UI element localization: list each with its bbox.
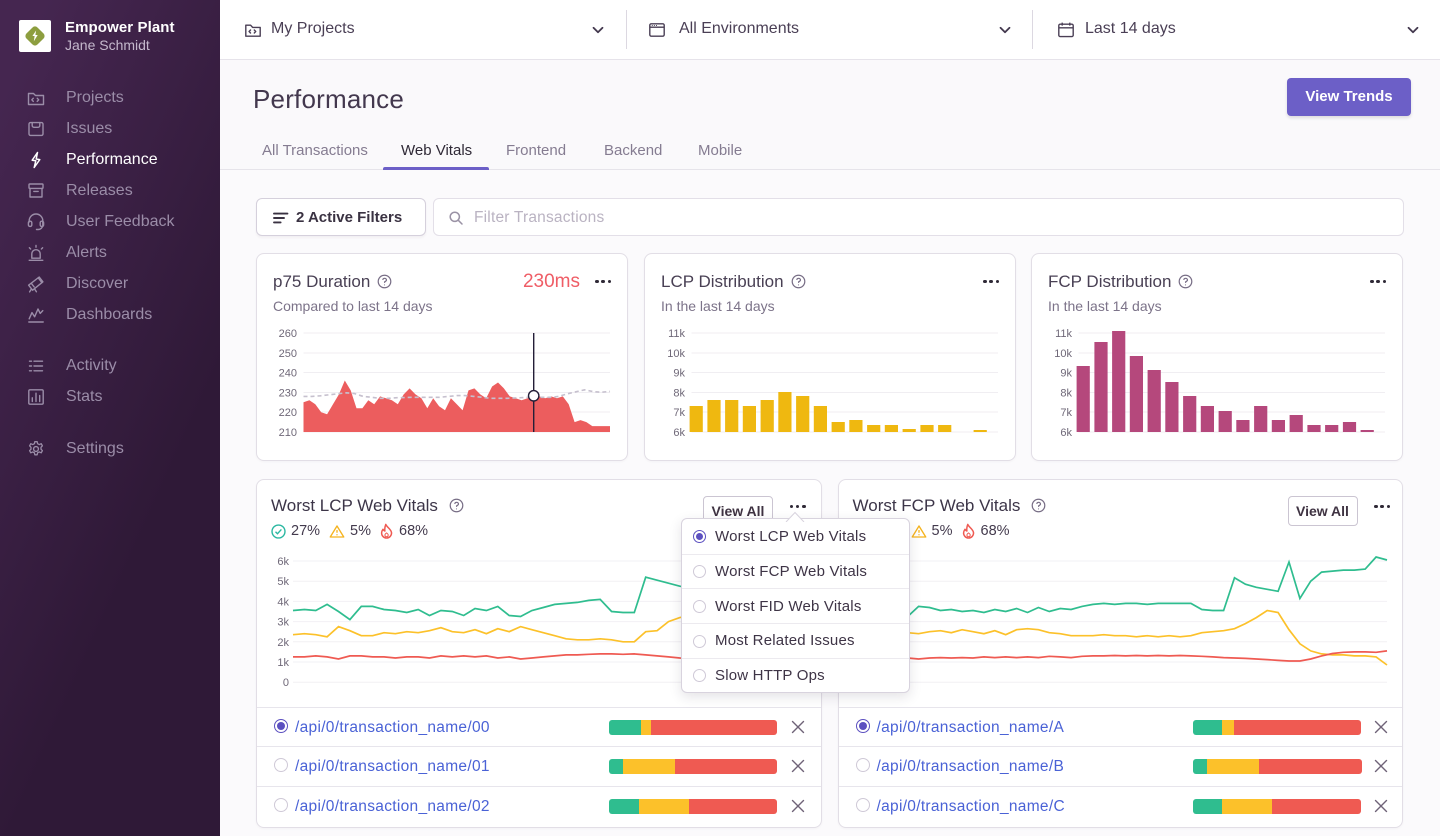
svg-text:7k: 7k <box>1060 407 1072 419</box>
svg-text:11k: 11k <box>668 328 685 340</box>
svg-text:7k: 7k <box>673 407 685 419</box>
svg-text:9k: 9k <box>1060 368 1072 380</box>
svg-text:260: 260 <box>279 328 297 340</box>
svg-text:8k: 8k <box>673 388 685 400</box>
svg-text:6k: 6k <box>277 556 289 568</box>
svg-text:6k: 6k <box>1060 427 1072 439</box>
svg-text:0: 0 <box>283 677 289 689</box>
svg-text:5k: 5k <box>277 576 289 588</box>
svg-text:10k: 10k <box>667 348 685 360</box>
svg-text:230: 230 <box>279 388 297 400</box>
svg-text:11k: 11k <box>1055 328 1072 340</box>
svg-text:3k: 3k <box>277 617 289 629</box>
svg-text:10k: 10k <box>1054 348 1072 360</box>
svg-text:2k: 2k <box>277 637 289 649</box>
svg-text:210: 210 <box>279 427 297 439</box>
svg-text:240: 240 <box>279 368 297 380</box>
svg-text:4k: 4k <box>277 596 289 608</box>
svg-text:250: 250 <box>279 348 297 360</box>
svg-text:9k: 9k <box>673 368 685 380</box>
svg-text:8k: 8k <box>1060 388 1072 400</box>
svg-text:6k: 6k <box>673 427 685 439</box>
svg-text:1k: 1k <box>277 657 289 669</box>
svg-text:220: 220 <box>279 407 297 419</box>
